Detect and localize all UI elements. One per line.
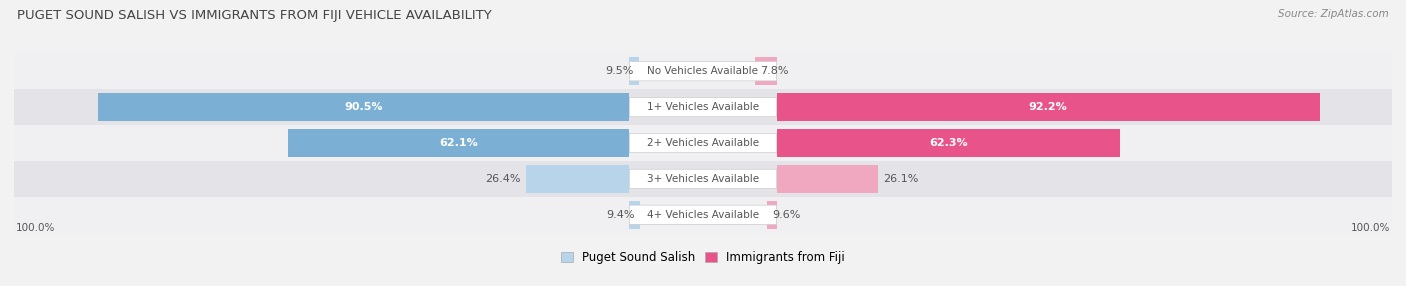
Text: 62.3%: 62.3% <box>929 138 967 148</box>
Bar <box>776 93 1320 121</box>
Bar <box>14 197 1392 233</box>
Text: 92.2%: 92.2% <box>1029 102 1067 112</box>
Bar <box>755 57 776 85</box>
Bar <box>14 89 1392 125</box>
Bar <box>97 93 630 121</box>
Text: 26.4%: 26.4% <box>485 174 522 184</box>
FancyBboxPatch shape <box>630 205 776 225</box>
Text: 1+ Vehicles Available: 1+ Vehicles Available <box>647 102 759 112</box>
Bar <box>776 129 1119 157</box>
FancyBboxPatch shape <box>630 61 776 81</box>
Text: 9.5%: 9.5% <box>606 66 634 76</box>
Bar <box>14 161 1392 197</box>
Bar <box>768 201 776 229</box>
Text: 9.4%: 9.4% <box>606 210 634 220</box>
Text: Source: ZipAtlas.com: Source: ZipAtlas.com <box>1278 9 1389 19</box>
FancyBboxPatch shape <box>630 133 776 153</box>
Bar <box>630 201 640 229</box>
Text: PUGET SOUND SALISH VS IMMIGRANTS FROM FIJI VEHICLE AVAILABILITY: PUGET SOUND SALISH VS IMMIGRANTS FROM FI… <box>17 9 492 21</box>
Text: No Vehicles Available: No Vehicles Available <box>648 66 758 76</box>
Text: 3+ Vehicles Available: 3+ Vehicles Available <box>647 174 759 184</box>
Text: 100.0%: 100.0% <box>1351 223 1391 233</box>
Bar <box>776 165 877 193</box>
Text: 100.0%: 100.0% <box>15 223 55 233</box>
Text: 4+ Vehicles Available: 4+ Vehicles Available <box>647 210 759 220</box>
Bar <box>14 53 1392 89</box>
Text: 2+ Vehicles Available: 2+ Vehicles Available <box>647 138 759 148</box>
Text: 7.8%: 7.8% <box>761 66 789 76</box>
FancyBboxPatch shape <box>630 98 776 117</box>
Text: 90.5%: 90.5% <box>344 102 382 112</box>
Text: 62.1%: 62.1% <box>439 138 478 148</box>
Text: 9.6%: 9.6% <box>772 210 801 220</box>
Bar <box>526 165 630 193</box>
Bar <box>288 129 630 157</box>
Text: 26.1%: 26.1% <box>883 174 918 184</box>
Bar <box>630 57 640 85</box>
Legend: Puget Sound Salish, Immigrants from Fiji: Puget Sound Salish, Immigrants from Fiji <box>557 247 849 269</box>
FancyBboxPatch shape <box>630 169 776 188</box>
Bar <box>14 125 1392 161</box>
